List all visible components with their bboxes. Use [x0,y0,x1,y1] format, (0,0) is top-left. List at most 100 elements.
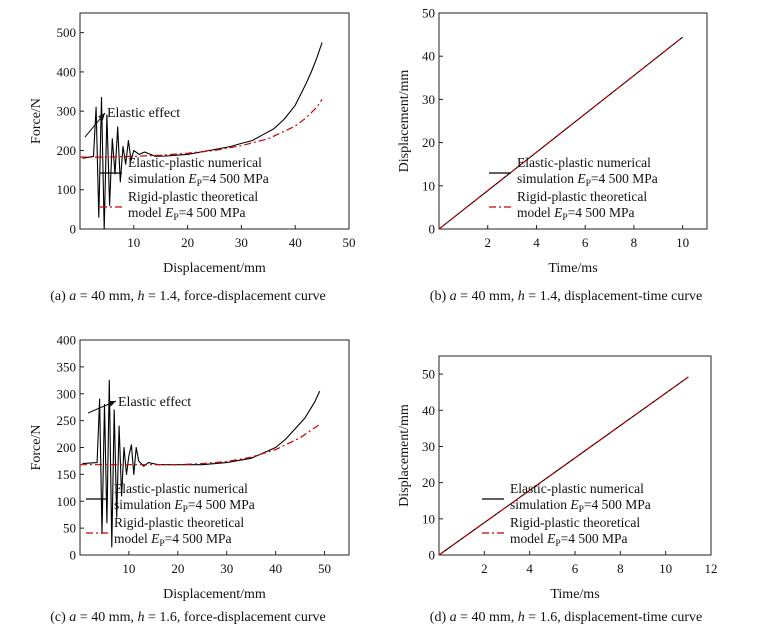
y-axis-label: Force/N [29,425,44,471]
y-tick-label: 300 [57,386,77,401]
legend-e-symbol: E [164,205,174,220]
legend-text: simulation [510,497,570,512]
x-tick-label: 2 [484,235,491,250]
legend-e-symbol: E [546,531,556,546]
x-tick-label: 6 [572,561,579,576]
y-tick-label: 30 [422,92,435,107]
x-tick-label: 40 [269,561,282,576]
x-axis-label: Time/ms [550,587,599,602]
legend-text: model [114,531,151,546]
series-line-theoretical [80,423,321,466]
plot-frame [79,12,350,230]
x-tick-label: 20 [171,561,184,576]
legend-e-symbol: E [569,497,579,512]
legend-e-subscript: P [562,213,567,223]
y-tick-label: 500 [57,25,77,40]
y-tick-label: 40 [422,49,435,64]
legend-text: simulation [114,497,174,512]
y-tick-label: 20 [422,475,435,490]
series-line-theoretical [438,36,683,230]
x-tick-label: 12 [705,561,718,576]
series-line-numerical [82,42,323,230]
x-tick-label: 4 [526,561,533,576]
y-tick-label: 0 [429,548,436,563]
x-tick-label: 30 [220,561,233,576]
legend-e-subscript: P [183,505,188,515]
legend-e-symbol: E [187,171,197,186]
caption-h-symbol: h [137,289,144,304]
y-tick-label: 30 [422,439,435,454]
caption-a-symbol: a [450,289,457,304]
y-tick-label: 200 [57,143,77,158]
y-tick-label: 100 [57,494,77,509]
legend-text: model [517,205,554,220]
legend-theoretical-line2: model EP=4 500 MPa [128,205,246,223]
y-tick-label: 0 [70,222,77,237]
legend-e-value: =4 500 MPa [202,171,269,186]
annotation-arrow-head [108,401,116,407]
legend-e-value: =4 500 MPa [188,497,255,512]
series-line-theoretical [80,99,323,158]
caption-h-symbol: h [518,610,525,625]
legend-e-symbol: E [553,205,563,220]
y-tick-label: 200 [57,440,77,455]
panel-caption: (d) a = 40 mm, h = 1.6, displacement-tim… [430,610,702,625]
x-tick-label: 4 [533,235,540,250]
y-tick-label: 100 [57,182,77,197]
legend-numerical-line2: simulation EP=4 500 MPa [510,497,651,515]
x-tick-label: 2 [481,561,488,576]
caption-h-value: = 1.4, force-displacement curve [144,289,325,304]
legend-theoretical-line2: model EP=4 500 MPa [510,531,628,549]
y-tick-label: 400 [57,64,77,79]
caption-a-value: = 40 mm, [457,610,518,625]
panel-caption: (b) a = 40 mm, h = 1.4, displacement-tim… [430,289,702,304]
x-tick-label: 10 [122,561,135,576]
y-tick-label: 0 [70,548,77,563]
y-tick-label: 40 [422,403,435,418]
x-tick-label: 6 [582,235,589,250]
y-axis-label: Displacement/mm [397,404,412,507]
y-axis-label: Displacement/mm [397,70,412,173]
y-tick-label: 50 [422,367,435,382]
caption-h-value: = 1.6, force-displacement curve [144,610,325,625]
annotation-label: Elastic effect [118,395,191,410]
legend-e-subscript: P [555,539,560,549]
x-axis-label: Displacement/mm [163,587,266,602]
caption-prefix: (a) [50,289,69,304]
caption-a-symbol: a [450,610,457,625]
legend-e-value: =4 500 MPa [179,205,246,220]
legend-e-value: =4 500 MPa [568,205,635,220]
chart-panel-c: 10 20 30 40 50 0 50 100 150 200 250 300 350 400 Displa… [29,333,350,625]
legend-numerical-line1: Elastic-plastic numerical [510,481,644,496]
x-axis-label: Displacement/mm [163,261,266,276]
y-tick-label: 50 [63,521,76,536]
legend-theoretical-line1: Rigid-plastic theoretical [128,189,258,204]
y-tick-label: 10 [422,511,435,526]
legend-theoretical-line1: Rigid-plastic theoretical [510,515,640,530]
y-tick-label: 350 [57,359,77,374]
y-tick-label: 300 [57,104,77,119]
legend-text: simulation [128,171,188,186]
x-tick-label: 10 [127,235,140,250]
x-tick-label: 50 [343,235,356,250]
legend-numerical-line1: Elastic-plastic numerical [128,155,262,170]
y-tick-label: 150 [57,467,77,482]
legend-e-subscript: P [579,505,584,515]
y-tick-label: 20 [422,135,435,150]
x-axis-label: Time/ms [548,261,597,276]
legend-e-subscript: P [173,213,178,223]
caption-a-value: = 40 mm, [457,289,518,304]
caption-h-symbol: h [518,289,525,304]
caption-prefix: (c) [50,610,69,625]
legend-e-value: =4 500 MPa [561,531,628,546]
x-tick-label: 8 [631,235,638,250]
legend-numerical-line2: simulation EP=4 500 MPa [114,497,255,515]
y-tick-label: 400 [57,333,77,348]
legend-e-symbol: E [173,497,183,512]
legend-e-value: =4 500 MPa [591,171,658,186]
y-tick-label: 0 [429,222,436,237]
caption-h-value: = 1.6, displacement-time curve [525,610,702,625]
y-tick-label: 10 [422,178,435,193]
x-tick-label: 10 [659,561,672,576]
x-tick-label: 50 [318,561,331,576]
